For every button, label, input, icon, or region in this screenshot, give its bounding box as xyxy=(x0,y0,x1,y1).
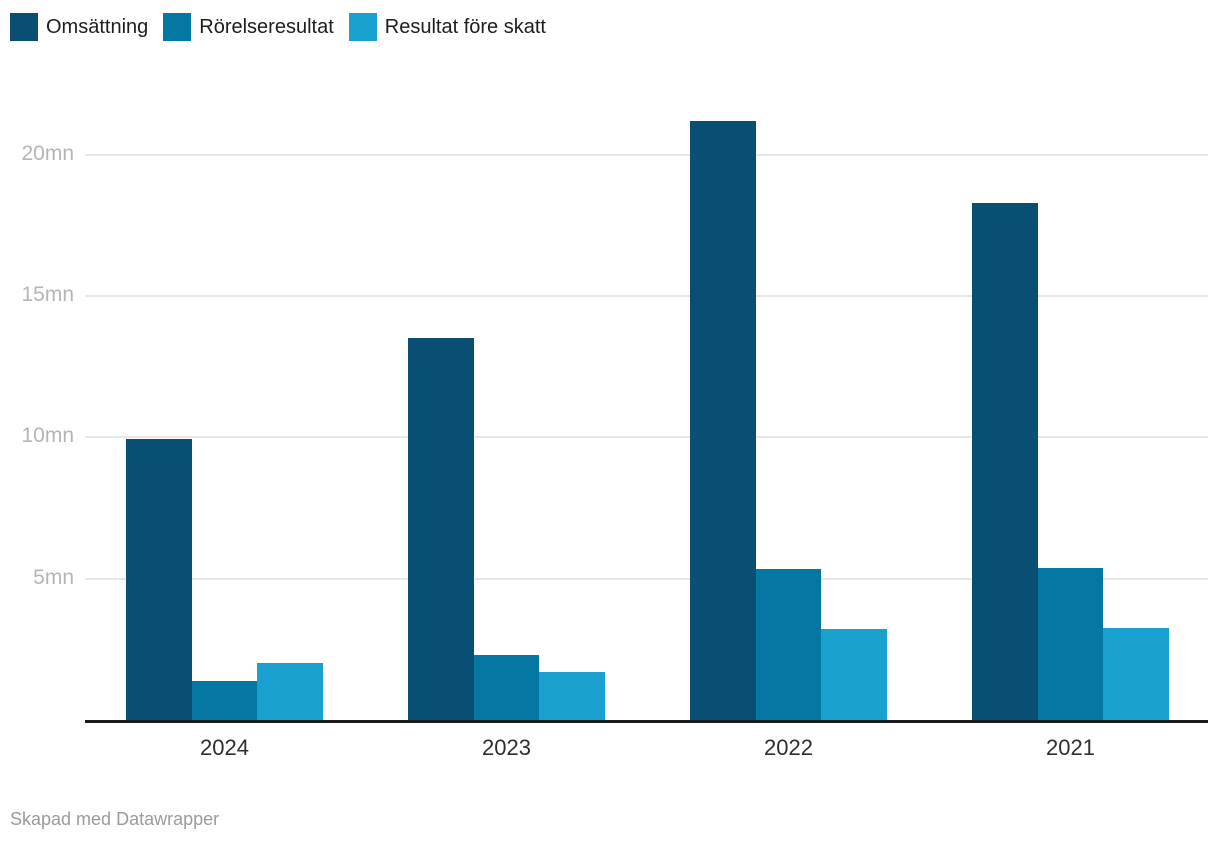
legend-item-omsattning: Omsättning xyxy=(10,13,148,41)
legend: Omsättning Rörelseresultat Resultat före s… xyxy=(10,13,546,41)
y-tick-label-10mn: 10mn xyxy=(21,424,74,448)
legend-label: Resultat före skatt xyxy=(384,16,546,38)
gridline-5mn xyxy=(85,577,1208,580)
bar-rorelseresultat-2023[interactable] xyxy=(473,654,540,720)
bar-omsattning-2022[interactable] xyxy=(689,120,756,720)
legend-item-rorelseresultat: Rörelseresultat xyxy=(163,13,334,41)
bar-rorelseresultat-2021[interactable] xyxy=(1037,568,1104,720)
gridline-15mn xyxy=(85,295,1208,297)
legend-label: Rörelseresultat xyxy=(199,16,334,38)
x-axis-label-2021: 2021 xyxy=(1046,735,1095,760)
bar-omsattning-2021[interactable] xyxy=(971,202,1038,720)
gridline-10mn xyxy=(85,436,1208,439)
legend-swatch-rorelseresultat xyxy=(163,13,192,41)
footer-credit: Skapad med Datawrapper xyxy=(10,809,220,829)
bar-rorelseresultat-2022[interactable] xyxy=(755,569,822,720)
legend-swatch-resultat-fore-skatt xyxy=(348,13,377,41)
y-tick-label-15mn: 15mn xyxy=(21,283,74,306)
bar-resultat-fore-skatt-2023[interactable] xyxy=(539,671,606,720)
legend-label: Omsättning xyxy=(46,16,149,38)
bar-resultat-fore-skatt-2021[interactable] xyxy=(1103,628,1170,720)
gridline-20mn xyxy=(85,153,1208,156)
x-axis-line xyxy=(85,720,1208,723)
bar-omsattning-2023[interactable] xyxy=(407,338,474,720)
y-tick-label-20mn: 20mn xyxy=(21,141,74,165)
bar-rorelseresultat-2024[interactable] xyxy=(191,680,258,720)
x-axis-label-2023: 2023 xyxy=(482,735,531,760)
legend-swatch-omsattning xyxy=(10,13,38,41)
legend-item-resultat-fore-skatt: Resultat före skatt xyxy=(348,13,546,41)
bar-resultat-fore-skatt-2022[interactable] xyxy=(821,628,888,720)
bar-omsattning-2024[interactable] xyxy=(125,438,192,720)
x-axis-label-2022: 2022 xyxy=(764,735,813,760)
x-axis-label-2024: 2024 xyxy=(200,735,249,760)
y-tick-label-5mn: 5mn xyxy=(33,565,74,589)
bar-resultat-fore-skatt-2024[interactable] xyxy=(257,662,324,720)
